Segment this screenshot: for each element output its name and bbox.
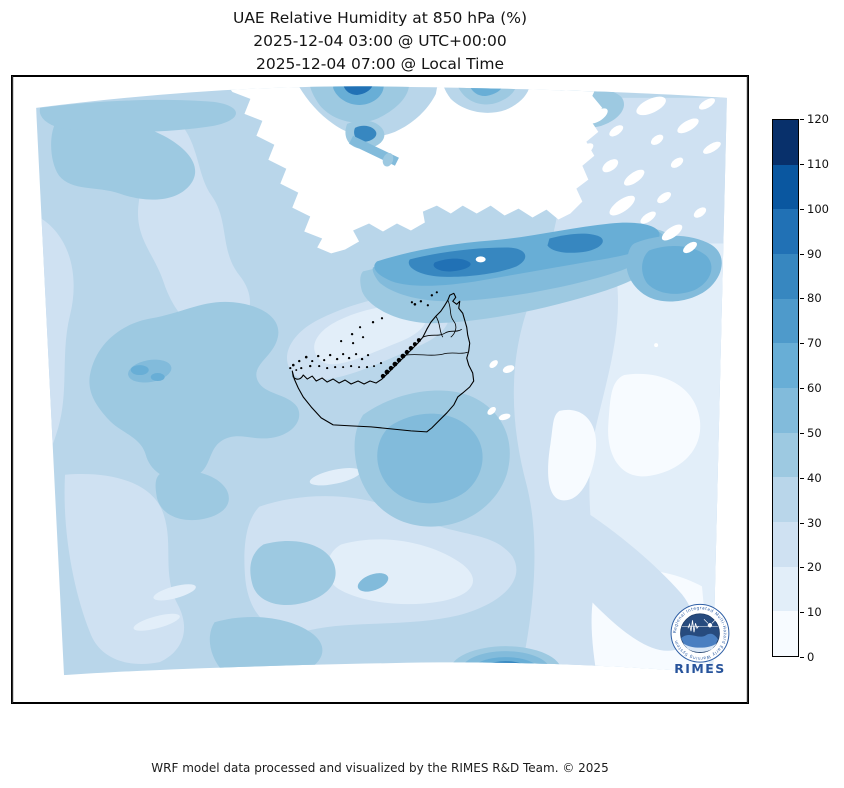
- colorbar-label-20: 20: [807, 560, 822, 574]
- colorbar-segment-100-110: [773, 165, 798, 210]
- colorbar-tickmark-20: [800, 567, 804, 568]
- contour-field: [12, 76, 748, 703]
- colorbar-label-70: 70: [807, 336, 822, 350]
- rimes-logo: Regional Integrated Multi-Hazard Early W…: [671, 604, 729, 676]
- colorbar-tickmark-50: [800, 433, 804, 434]
- logo-satellite: [708, 623, 712, 627]
- colorbar-segment-90-100: [773, 209, 798, 254]
- colorbar-label-30: 30: [807, 516, 822, 530]
- colorbar-tickmark-120: [800, 119, 804, 120]
- colorbar-label-90: 90: [807, 247, 822, 261]
- colorbar-tickmark-70: [800, 343, 804, 344]
- plot-subtitle-local: 2025-12-04 07:00 @ Local Time: [11, 53, 749, 76]
- colorbar-segment-40-50: [773, 433, 798, 478]
- map-axes: Regional Integrated Multi-Hazard Early W…: [11, 75, 749, 704]
- colorbar-tickmark-40: [800, 478, 804, 479]
- colorbar-tickmark-90: [800, 254, 804, 255]
- colorbar-tickmark-110: [800, 164, 804, 165]
- colorbar-label-100: 100: [807, 202, 829, 216]
- colorbar-tickmark-80: [800, 298, 804, 299]
- colorbar-segment-50-60: [773, 388, 798, 433]
- colorbar-segment-70-80: [773, 299, 798, 344]
- plot-subtitle-utc: 2025-12-04 03:00 @ UTC+00:00: [11, 30, 749, 53]
- rimes-logo-label: RIMES: [674, 661, 726, 676]
- colorbar-label-120: 120: [807, 112, 829, 126]
- colorbar-segment-10-20: [773, 567, 798, 612]
- colorbar-label-60: 60: [807, 381, 822, 395]
- colorbar-segment-30-40: [773, 477, 798, 522]
- colorbar-tickmark-10: [800, 612, 804, 613]
- colorbar-tickmark-30: [800, 523, 804, 524]
- colorbar-segment-0-10: [773, 611, 798, 656]
- contour-blob-south: [450, 646, 562, 696]
- colorbar-tickmark-100: [800, 209, 804, 210]
- colorbar-label-10: 10: [807, 605, 822, 619]
- colorbar-tickmark-0: [800, 657, 804, 658]
- title-block: UAE Relative Humidity at 850 hPa (%) 202…: [11, 7, 749, 76]
- colorbar-label-80: 80: [807, 291, 822, 305]
- map-canvas: Regional Integrated Multi-Hazard Early W…: [12, 76, 748, 703]
- colorbar-tickmark-60: [800, 388, 804, 389]
- colorbar-segment-110-120: [773, 120, 798, 165]
- plot-title: UAE Relative Humidity at 850 hPa (%): [11, 7, 749, 30]
- figure: UAE Relative Humidity at 850 hPa (%) 202…: [0, 0, 844, 788]
- footer-credit: WRF model data processed and visualized …: [11, 761, 749, 775]
- colorbar-segment-80-90: [773, 254, 798, 299]
- colorbar-label-0: 0: [807, 650, 814, 664]
- colorbar-label-50: 50: [807, 426, 822, 440]
- colorbar-label-110: 110: [807, 157, 829, 171]
- colorbar-label-40: 40: [807, 471, 822, 485]
- colorbar-segment-20-30: [773, 522, 798, 567]
- colorbar-segment-60-70: [773, 343, 798, 388]
- colorbar: [772, 119, 799, 657]
